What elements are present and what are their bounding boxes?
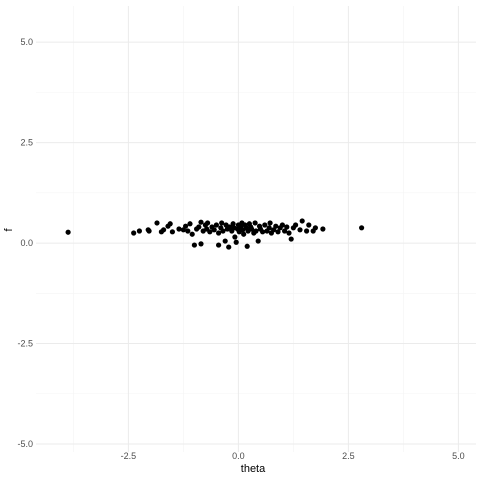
data-point (198, 219, 204, 225)
data-point (252, 220, 258, 226)
data-point (211, 227, 217, 233)
data-point (312, 225, 318, 231)
data-point (213, 222, 219, 228)
data-point (198, 241, 204, 247)
x-tick-label: -2.5 (121, 451, 137, 461)
data-point (233, 239, 239, 245)
data-point (176, 226, 182, 232)
data-point (253, 228, 259, 234)
data-point (191, 242, 197, 248)
data-point (220, 228, 226, 234)
data-point (216, 242, 222, 248)
x-axis-tick-labels: -2.5 0.0 2.5 5.0 (121, 451, 465, 461)
y-axis-title: f (3, 228, 15, 232)
data-point (297, 227, 303, 233)
x-axis-title: theta (241, 463, 266, 475)
data-point (359, 225, 365, 231)
data-point (299, 218, 305, 224)
data-point (219, 220, 225, 226)
data-point (282, 228, 288, 234)
data-point (222, 238, 228, 244)
data-point (267, 220, 273, 226)
data-point (293, 222, 299, 228)
data-point (304, 228, 310, 234)
x-tick-label: 2.5 (342, 451, 355, 461)
data-point (131, 230, 137, 236)
data-point (205, 220, 211, 226)
x-tick-label: 5.0 (452, 451, 465, 461)
data-point (249, 226, 255, 232)
data-point (320, 226, 326, 232)
data-point (196, 224, 202, 230)
data-point (65, 229, 71, 235)
data-point (306, 222, 312, 228)
y-tick-label: -5.0 (17, 439, 33, 449)
data-point (167, 221, 173, 227)
data-point (279, 222, 285, 228)
data-point (136, 228, 142, 234)
data-point (216, 230, 222, 236)
data-point (154, 220, 160, 226)
data-point (266, 225, 272, 231)
major-gridlines (36, 6, 476, 452)
data-point (288, 236, 294, 242)
data-point (255, 238, 261, 244)
data-point (146, 228, 152, 234)
data-point (187, 221, 193, 227)
data-point (273, 223, 279, 229)
data-point (241, 231, 247, 237)
x-tick-label: 0.0 (232, 451, 245, 461)
data-point (230, 221, 236, 227)
y-tick-label: 0.0 (20, 238, 33, 248)
data-point (284, 224, 290, 230)
data-point (286, 230, 292, 236)
data-point (260, 229, 266, 235)
data-point (232, 234, 238, 240)
y-tick-label: 2.5 (20, 138, 33, 148)
data-point (169, 229, 175, 235)
data-point (185, 228, 191, 234)
y-tick-label: 5.0 (20, 37, 33, 47)
data-point (244, 243, 250, 249)
data-point (189, 231, 195, 237)
y-tick-label: -2.5 (17, 339, 33, 349)
data-point (226, 244, 232, 250)
data-point (262, 222, 268, 228)
data-point (275, 229, 281, 235)
data-point (207, 229, 213, 235)
data-point (227, 224, 233, 230)
y-axis-tick-labels: -5.0 -2.5 0.0 2.5 5.0 (17, 37, 33, 449)
data-point (161, 227, 167, 233)
data-points (65, 218, 365, 250)
data-point (183, 223, 189, 229)
